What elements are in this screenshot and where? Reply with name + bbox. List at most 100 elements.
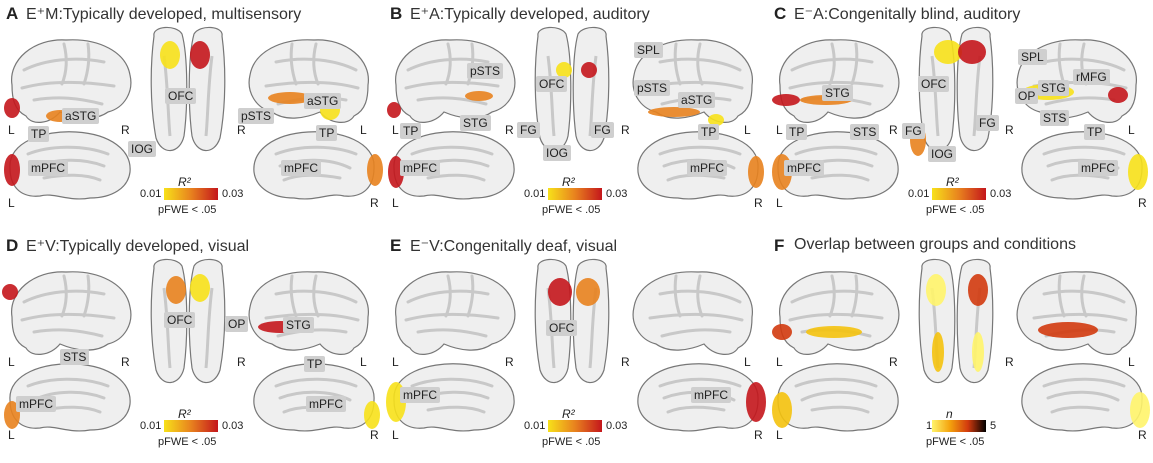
panel-letter: B [390,4,403,23]
hemisphere-label: L [8,196,15,210]
colorbar-threshold: pFWE < .05 [542,204,601,216]
region-label: TP [28,126,50,142]
region-label: mPFC [1078,160,1118,176]
region-label: TP [786,124,808,140]
colorbar-title: n [946,407,953,421]
hemisphere-label: R [1138,428,1147,442]
colorbar-min: 0.01 [524,188,546,200]
colorbar-min: 1 [926,420,933,432]
region-label: STG [1038,80,1069,96]
hemisphere-label: L [776,196,783,210]
region-label: aSTG [678,92,716,108]
hemisphere-label: R [1138,196,1147,210]
hemisphere-label: R [121,123,130,137]
panel-title: E⁻A:Congenitally blind, auditory [794,6,1021,23]
colorbar-max: 0.03 [606,188,628,200]
panel-title: E⁺M:Typically developed, multisensory [26,6,302,23]
panel-e: E E⁻V:Congenitally deaf, visual OFC mPFC mPF… [384,232,768,463]
panel-b: B E⁺A:Typically developed, auditory pSTS TP… [384,0,768,231]
region-label: pSTS [238,108,275,124]
colorbar-max: 0.03 [222,188,244,200]
panel-d: D E⁺V:Typically developed, visual STS OFC OP… [0,232,384,463]
region-label: TP [698,124,720,140]
colorbar [164,420,218,432]
hemisphere-label: R [505,123,514,137]
region-label: TP [304,356,326,372]
hemisphere-label: R [370,196,379,210]
region-label: FG [902,123,925,139]
region-label: pSTS [467,63,504,79]
panel-letter: A [6,4,19,23]
colorbar-title: R² [562,407,575,421]
region-label: mPFC [306,396,346,412]
panel-letter: E [390,236,402,255]
region-label: rMFG [1073,69,1110,85]
brain-surfaces [772,258,1150,432]
region-label: OFC [918,76,950,92]
hemisphere-label: L [744,355,751,369]
hemisphere-label: R [889,123,898,137]
hemisphere-label: L [776,355,783,369]
region-label: STG [283,317,314,333]
region-label: mPFC [28,160,68,176]
region-label: IOG [543,145,572,161]
region-label: mPFC [784,160,824,176]
colorbar-max: 0.03 [606,420,628,432]
colorbar-min: 0.01 [908,188,930,200]
hemisphere-label: L [392,196,399,210]
region-label: SPL [634,42,663,58]
colorbar-max: 0.03 [990,188,1012,200]
region-label: TP [400,123,422,139]
hemisphere-label: L [360,123,367,137]
colorbar-min: 0.01 [524,420,546,432]
hemisphere-label: R [754,196,763,210]
colorbar-title: R² [178,407,191,421]
region-label: STS [850,124,880,140]
region-label: STS [1040,110,1070,126]
hemisphere-label: L [360,355,367,369]
region-label: TP [1084,124,1106,140]
region-label: STG [460,115,491,131]
colorbar-threshold: pFWE < .05 [542,436,601,448]
hemisphere-label: L [392,428,399,442]
hemisphere-label: L [776,123,783,137]
hemisphere-label: R [505,355,514,369]
hemisphere-label: R [1005,123,1014,137]
hemisphere-label: L [8,355,15,369]
region-label: mPFC [400,160,440,176]
panel-title: E⁻V:Congenitally deaf, visual [410,238,618,255]
region-label: STS [60,349,90,365]
panel-a: A E⁺M:Typically developed, multisensory aS… [0,0,384,231]
hemisphere-label: R [370,428,379,442]
panel-c: C E⁻A:Congenitally blind, auditory STG TP ST… [768,0,1152,231]
region-label: FG [976,115,999,131]
hemisphere-label: R [121,355,130,369]
region-label: OFC [164,312,196,328]
region-label: OFC [536,76,568,92]
region-label: pSTS [634,80,671,96]
hemisphere-label: R [237,355,246,369]
panel-title: E⁺A:Typically developed, auditory [410,6,650,23]
colorbar-title: R² [178,175,191,189]
colorbar [932,420,986,432]
colorbar-threshold: pFWE < .05 [926,204,985,216]
region-label: mPFC [16,396,56,412]
hemisphere-label: L [392,355,399,369]
panel-title: Overlap between groups and conditions [794,236,1076,253]
region-label: mPFC [691,387,731,403]
region-label: TP [316,125,338,141]
colorbar-title: R² [946,175,959,189]
brain-surfaces [2,258,380,432]
colorbar-threshold: pFWE < .05 [158,204,217,216]
hemisphere-label: L [1128,355,1135,369]
region-label: OP [1015,88,1039,104]
colorbar-title: R² [562,175,575,189]
panel-letter: F [774,236,785,255]
colorbar-threshold: pFWE < .05 [158,436,217,448]
colorbar [548,420,602,432]
region-label: OFC [165,88,197,104]
hemisphere-label: R [621,123,630,137]
hemisphere-label: R [889,355,898,369]
hemisphere-label: R [1005,355,1014,369]
panel-f: F Overlap between groups and conditions L R… [768,232,1152,463]
